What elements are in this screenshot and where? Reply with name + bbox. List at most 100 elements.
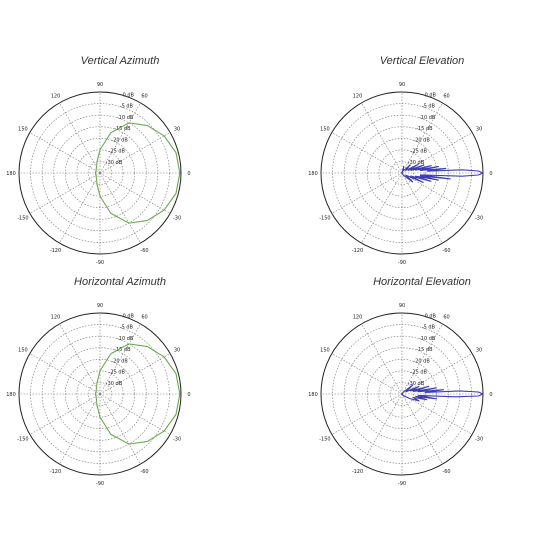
ring-db-label: -15 dB: [114, 347, 131, 353]
radiation-pattern-trace: [94, 343, 181, 445]
ring-db-label: -5 dB: [422, 104, 436, 110]
ring-db-label: 0 dB: [123, 313, 135, 319]
polar-chart-vertical-azimuth: 90 60 30 0 -30 -60 -90 -120 -150 180 150 120 0 dB -5 …: [6, 82, 190, 266]
angle-tick-label: -30: [173, 215, 181, 221]
grid-spoke: [99, 353, 171, 395]
ring-db-label: -30 dB: [408, 160, 425, 166]
grid-spoke: [29, 393, 101, 435]
angle-tick-label: 90: [97, 303, 103, 309]
angle-tick-label: 150: [320, 347, 330, 353]
grid-ring: [366, 358, 438, 430]
grid-ring: [378, 370, 426, 418]
angle-tick-label: 90: [399, 82, 405, 88]
angle-tick-label: -120: [352, 248, 363, 254]
angle-tick-label: 0: [187, 171, 190, 177]
ring-db-label: -5 dB: [422, 325, 436, 331]
ring-db-label: -10 dB: [419, 336, 436, 342]
polar-chart-vertical-elevation: 90 60 30 0 -30 -60 -90 -120 -150 180 150 120 0 dB -5 …: [308, 82, 492, 266]
angle-tick-label: 30: [476, 126, 482, 132]
angle-tick-label: 90: [399, 303, 405, 309]
angle-tick-label: -30: [475, 215, 483, 221]
ring-db-label: -20 dB: [413, 358, 430, 364]
grid-spoke: [99, 393, 171, 435]
ring-db-label: -10 dB: [419, 115, 436, 121]
grid-spoke: [331, 172, 403, 214]
angle-tick-label: 150: [18, 126, 28, 132]
angle-tick-label: -120: [50, 248, 61, 254]
angle-tick-label: 60: [141, 94, 147, 100]
grid-spoke: [99, 172, 141, 244]
ring-db-label: -20 dB: [111, 358, 128, 364]
grid-spoke: [59, 172, 101, 244]
angle-tick-label: 60: [443, 94, 449, 100]
chart-title: Horizontal Azimuth: [74, 276, 166, 288]
angle-tick-label: 30: [174, 347, 180, 353]
grid-spoke: [401, 172, 443, 244]
grid-ring: [88, 382, 112, 406]
angle-tick-label: -30: [475, 436, 483, 442]
grid-spoke: [401, 393, 473, 435]
grid-spoke: [361, 323, 403, 395]
angle-tick-label: -30: [173, 436, 181, 442]
polar-chart-horizontal-azimuth: 90 60 30 0 -30 -60 -90 -120 -150 180 150 120 0 dB -5 …: [6, 303, 190, 487]
angle-tick-label: 180: [308, 171, 318, 177]
angle-tick-label: -60: [442, 469, 450, 475]
angle-tick-label: -150: [17, 215, 28, 221]
angle-tick-label: 30: [174, 126, 180, 132]
chart-panel-vertical-elevation: Vertical Elevation 90 60 30 0 -30 -60 -90 -120 -…: [302, 55, 540, 285]
chart-panel-horizontal-elevation: Horizontal Elevation 90 60 30 0 -30 -60 -90 -12…: [302, 276, 540, 506]
grid-spoke: [29, 172, 101, 214]
grid-ring: [88, 161, 112, 185]
ring-db-label: -10 dB: [117, 336, 134, 342]
ring-db-label: 0 dB: [425, 92, 437, 98]
ring-db-label: -25 dB: [109, 149, 126, 155]
angle-tick-label: 120: [353, 94, 363, 100]
grid-spoke: [401, 172, 473, 214]
grid-ring: [390, 161, 414, 185]
ring-db-label: -20 dB: [111, 137, 128, 143]
ring-db-label: -15 dB: [416, 126, 433, 132]
angle-tick-label: -120: [50, 469, 61, 475]
chart-title: Vertical Elevation: [379, 55, 465, 67]
ring-db-label: -15 dB: [416, 347, 433, 353]
grid-ring: [378, 149, 426, 197]
outer-ring: [18, 91, 182, 255]
angle-tick-label: 60: [141, 315, 147, 321]
angle-tick-label: 30: [476, 347, 482, 353]
angle-tick-label: 120: [353, 315, 363, 321]
grid-ring: [390, 382, 414, 406]
grid-spoke: [59, 393, 101, 465]
grid-spoke: [59, 102, 101, 174]
angle-tick-label: 150: [18, 347, 28, 353]
angle-tick-label: -90: [96, 481, 104, 487]
radiation-pattern-trace: [401, 384, 484, 402]
chart-title: Horizontal Elevation: [373, 276, 471, 288]
grid-spoke: [361, 172, 403, 244]
angle-tick-label: -90: [398, 260, 406, 266]
angle-tick-label: 120: [51, 315, 61, 321]
radiation-pattern-trace: [401, 163, 484, 183]
chart-title: Vertical Azimuth: [80, 55, 160, 67]
grid-spoke: [331, 393, 403, 435]
ring-db-label: -25 dB: [109, 370, 126, 376]
ring-db-label: 0 dB: [123, 92, 135, 98]
grid-spoke: [99, 393, 141, 465]
ring-db-label: -25 dB: [411, 370, 428, 376]
grid-ring: [64, 358, 136, 430]
outer-ring: [18, 312, 182, 476]
angle-tick-label: 180: [308, 392, 318, 398]
angle-tick-label: -150: [319, 215, 330, 221]
ring-db-label: 0 dB: [425, 313, 437, 319]
chart-panel-horizontal-azimuth: Horizontal Azimuth 90 60 30 0 -30 -60 -90 -120 -…: [0, 276, 240, 506]
grid-spoke: [361, 393, 403, 465]
angle-tick-label: -90: [398, 481, 406, 487]
chart-panel-vertical-azimuth: Vertical Azimuth 90 60 30 0 -30 -60 -90 -120 -15…: [0, 55, 240, 285]
ring-db-label: -30 dB: [408, 381, 425, 387]
ring-db-label: -15 dB: [114, 126, 131, 132]
angle-tick-label: 90: [97, 82, 103, 88]
angle-tick-label: 0: [489, 392, 492, 398]
grid-ring: [366, 137, 438, 209]
ring-db-label: -5 dB: [120, 104, 134, 110]
grid-spoke: [401, 393, 443, 465]
angle-tick-label: 0: [489, 171, 492, 177]
